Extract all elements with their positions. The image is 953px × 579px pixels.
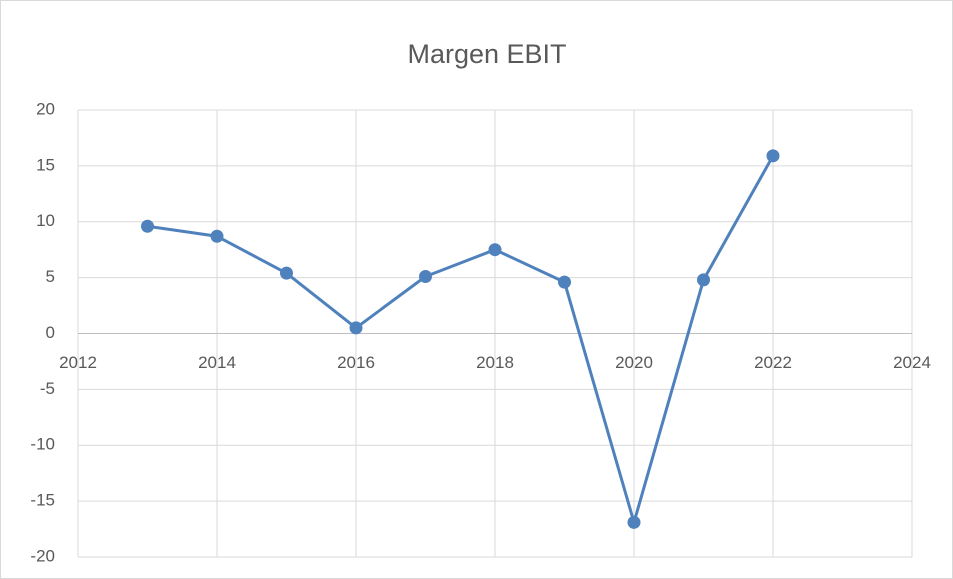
data-point bbox=[488, 243, 502, 257]
data-point bbox=[141, 219, 154, 233]
x-tick-label: 2024 bbox=[893, 353, 931, 372]
y-tick-label: 0 bbox=[46, 323, 55, 342]
data-point bbox=[419, 270, 432, 284]
x-tick-label: 2020 bbox=[615, 353, 653, 372]
x-tick-label: 2022 bbox=[754, 353, 792, 372]
y-tick-label: 10 bbox=[36, 211, 55, 230]
y-tick-label: 20 bbox=[36, 99, 55, 118]
data-point bbox=[349, 321, 363, 335]
y-tick-label: 15 bbox=[36, 155, 55, 174]
x-tick-label: 2014 bbox=[198, 353, 236, 372]
y-tick-label: -5 bbox=[40, 379, 55, 398]
y-tick-label: 5 bbox=[46, 267, 55, 286]
y-tick-label: -10 bbox=[30, 435, 55, 454]
data-point bbox=[210, 229, 224, 243]
y-tick-label: -20 bbox=[30, 546, 55, 565]
data-point bbox=[280, 266, 293, 280]
data-point bbox=[766, 149, 780, 163]
series-line bbox=[147, 155, 775, 524]
x-tick-label: 2016 bbox=[337, 353, 375, 372]
chart-title: Margen EBIT bbox=[407, 39, 566, 69]
data-point bbox=[558, 275, 571, 289]
x-tick-label: 2012 bbox=[59, 353, 97, 372]
data-point bbox=[697, 273, 710, 287]
data-point bbox=[627, 515, 641, 529]
y-tick-label: -15 bbox=[30, 491, 55, 510]
x-tick-label: 2018 bbox=[476, 353, 514, 372]
